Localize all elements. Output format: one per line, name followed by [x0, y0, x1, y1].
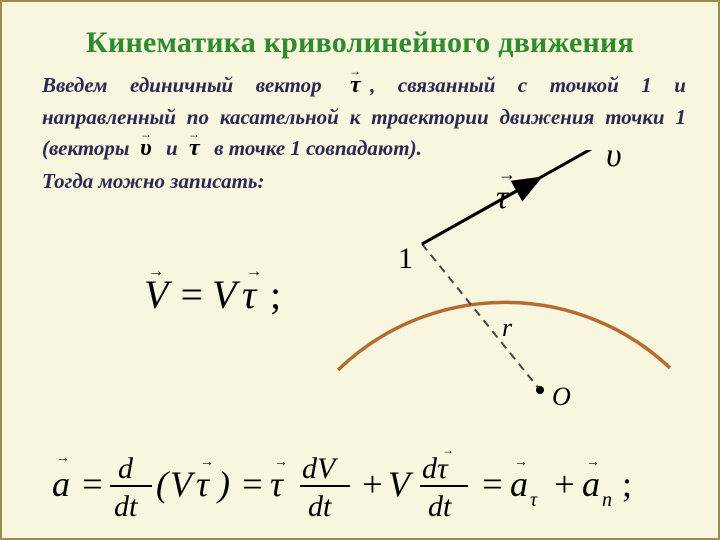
label-O: O — [552, 382, 571, 411]
svg-text:n: n — [602, 489, 612, 511]
svg-text:V: V — [170, 464, 196, 504]
tau-symbol-inline-2: → τ — [185, 131, 207, 167]
equation-1: → V = V → τ ; — [142, 262, 342, 342]
para-mid: и — [166, 136, 178, 160]
v-vector — [422, 150, 632, 244]
svg-text:τ: τ — [530, 489, 538, 511]
svg-text:=: = — [178, 272, 205, 317]
svg-text:υ: υ — [140, 135, 152, 161]
svg-text:=: = — [240, 464, 264, 504]
svg-text:dτ: dτ — [422, 452, 449, 485]
svg-text:τ: τ — [270, 464, 284, 504]
v-symbol-inline: → υ — [137, 131, 159, 167]
label-1: 1 — [398, 242, 413, 275]
svg-text:dV: dV — [302, 452, 339, 485]
svg-text:(: ( — [156, 464, 170, 504]
svg-text:=: = — [80, 464, 104, 504]
svg-text:+: + — [552, 464, 576, 504]
svg-text:τ: τ — [242, 272, 258, 317]
label-r: r — [502, 313, 513, 342]
tau-symbol-inline: → τ — [346, 68, 368, 104]
center-point — [536, 386, 544, 394]
label-tau: τ — [496, 179, 510, 216]
para-pre: Введем единичный вектор — [42, 73, 322, 97]
svg-text:): ) — [216, 464, 230, 504]
trajectory-diagram: O r 1 → τ → υ — [330, 150, 680, 440]
svg-text:τ: τ — [350, 72, 362, 98]
svg-text:V: V — [212, 272, 241, 317]
svg-text:τ: τ — [196, 464, 210, 504]
svg-text:a: a — [52, 464, 70, 504]
svg-text:a: a — [582, 464, 600, 504]
label-v: υ — [606, 150, 622, 174]
svg-text:+: + — [360, 464, 384, 504]
svg-text:τ: τ — [189, 135, 201, 161]
svg-text:;: ; — [270, 272, 281, 317]
svg-text:=: = — [480, 464, 504, 504]
svg-text:a: a — [510, 464, 528, 504]
radius-line — [422, 244, 540, 390]
equation-2: → a = d dt ( V → τ ) = → τ dV dt + V → d… — [52, 444, 692, 524]
svg-text:d: d — [118, 452, 134, 485]
svg-text:V: V — [144, 272, 173, 317]
page-title: Кинематика криволинейного движения — [2, 2, 718, 68]
svg-text:V: V — [388, 464, 414, 504]
svg-text:dt: dt — [114, 490, 138, 523]
svg-text:dt: dt — [428, 490, 452, 523]
svg-text:dt: dt — [308, 490, 332, 523]
svg-text:;: ; — [622, 464, 632, 504]
